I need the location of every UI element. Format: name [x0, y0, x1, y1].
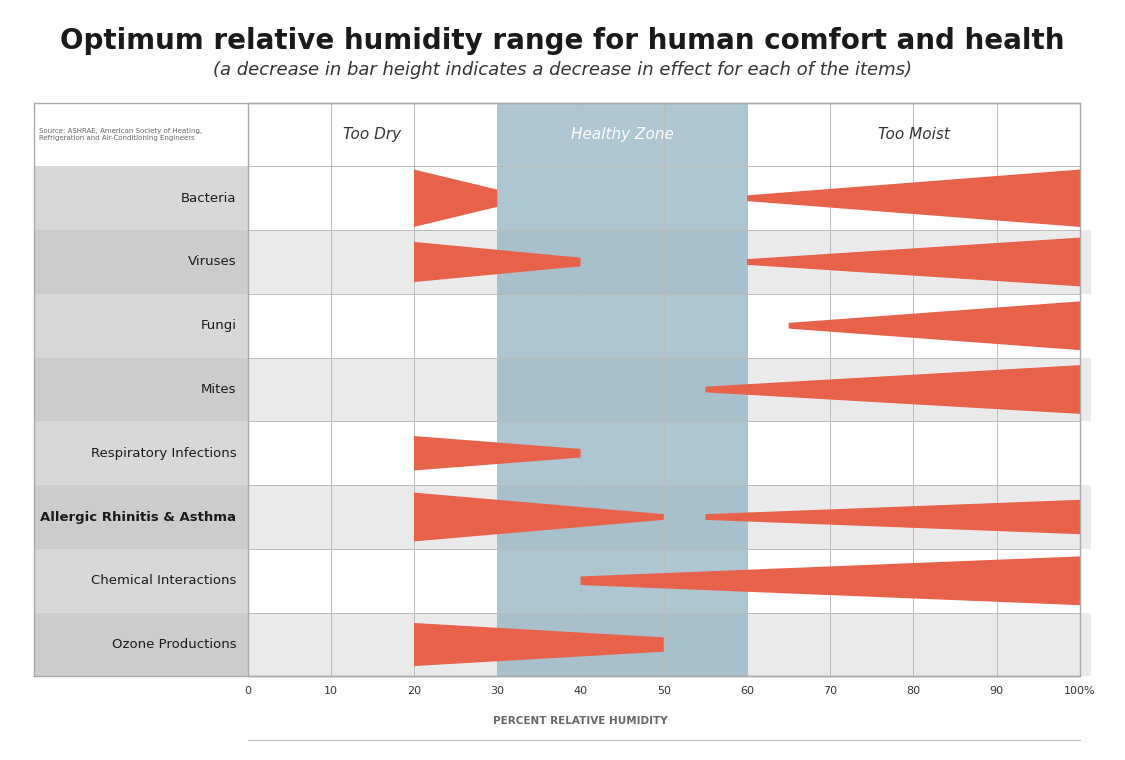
Text: Viruses: Viruses [188, 255, 236, 268]
Text: Fungi: Fungi [200, 319, 236, 332]
Text: Bacteria: Bacteria [181, 192, 236, 204]
Bar [34, 485, 1091, 549]
Text: 0: 0 [244, 686, 251, 695]
Polygon shape [705, 365, 1080, 414]
Polygon shape [414, 492, 664, 541]
Text: Too Dry: Too Dry [343, 127, 402, 142]
Polygon shape [414, 623, 664, 666]
Text: Mites: Mites [200, 383, 236, 396]
Bar [34, 230, 248, 294]
Bar [34, 166, 248, 230]
Text: Optimum relative humidity range for human comfort and health: Optimum relative humidity range for huma… [61, 27, 1064, 55]
Bar [248, 103, 1080, 676]
Bar [34, 613, 248, 676]
Text: Healthy Zone: Healthy Zone [570, 127, 674, 142]
Bar [34, 294, 248, 358]
Bar [34, 485, 248, 549]
Bar [34, 613, 1091, 676]
Text: 60: 60 [740, 686, 754, 695]
Polygon shape [414, 169, 497, 227]
Text: PERCENT RELATIVE HUMIDITY: PERCENT RELATIVE HUMIDITY [493, 716, 668, 726]
Text: Source: ASHRAE, American Society of Heating,
Refrigeration and Air-Conditioning : Source: ASHRAE, American Society of Heat… [39, 128, 202, 141]
Bar [497, 103, 747, 676]
Bar [34, 421, 248, 485]
Text: 80: 80 [907, 686, 920, 695]
Text: Ozone Productions: Ozone Productions [111, 638, 236, 651]
Polygon shape [705, 500, 1080, 534]
Polygon shape [747, 238, 1080, 287]
Polygon shape [789, 302, 1080, 350]
Text: (a decrease in bar height indicates a decrease in effect for each of the items): (a decrease in bar height indicates a de… [213, 61, 912, 79]
Text: Allergic Rhinitis & Asthma: Allergic Rhinitis & Asthma [40, 511, 236, 524]
Text: 100%: 100% [1064, 686, 1096, 695]
Text: 40: 40 [574, 686, 587, 695]
Text: Chemical Interactions: Chemical Interactions [91, 575, 236, 587]
Text: 50: 50 [657, 686, 670, 695]
Bar [34, 358, 1091, 421]
Text: Too Moist: Too Moist [878, 127, 950, 142]
Polygon shape [414, 242, 580, 282]
Bar [34, 549, 248, 613]
Text: 10: 10 [324, 686, 338, 695]
Text: 90: 90 [990, 686, 1004, 695]
Text: 70: 70 [824, 686, 837, 695]
Text: Respiratory Infections: Respiratory Infections [91, 447, 236, 460]
Text: 30: 30 [490, 686, 504, 695]
Polygon shape [580, 556, 1080, 605]
Polygon shape [747, 169, 1080, 227]
Polygon shape [414, 436, 580, 470]
Bar [34, 358, 248, 421]
Bar [34, 230, 1091, 294]
Text: 20: 20 [407, 686, 421, 695]
